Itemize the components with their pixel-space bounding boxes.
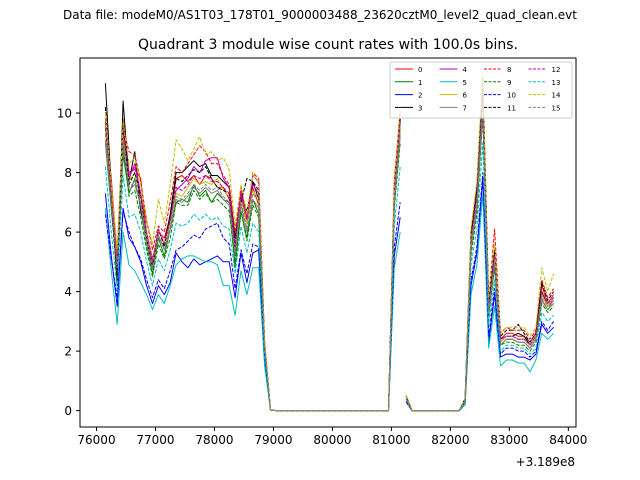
x-tick-label: 76000	[77, 433, 115, 447]
x-tick-label: 82000	[431, 433, 469, 447]
x-tick-label: 77000	[136, 433, 174, 447]
x-tick-label: 83000	[490, 433, 528, 447]
legend-label-1: 1	[418, 79, 422, 87]
figure-suptitle: Data file: modeM0/AS1T03_178T01_90000034…	[63, 8, 577, 22]
legend-label-6: 6	[463, 92, 468, 100]
y-tick-label: 0	[64, 404, 72, 418]
legend-label-13: 13	[552, 79, 561, 87]
axes-frame	[79, 57, 577, 428]
legend-label-8: 8	[507, 66, 511, 74]
x-axis: 76000 77000 78000 79000 80000 81000 82000 83000…	[77, 427, 587, 447]
x-tick-label: 81000	[372, 433, 410, 447]
legend-label-15: 15	[552, 104, 561, 112]
legend-label-5: 5	[463, 79, 467, 87]
legend-label-4: 4	[463, 66, 468, 74]
legend-label-7: 7	[463, 104, 467, 112]
legend-label-11: 11	[507, 104, 516, 112]
y-tick-label: 2	[64, 345, 72, 359]
y-tick-label: 4	[64, 285, 72, 299]
legend-box	[389, 61, 573, 119]
chart-title: Quadrant 3 module wise count rates with …	[138, 37, 518, 53]
series-layer	[104, 70, 555, 412]
y-tick-label: 8	[64, 166, 72, 180]
legend-label-12: 12	[552, 66, 561, 74]
x-tick-label: 78000	[195, 433, 233, 447]
x-axis-offset-label: +3.189e8	[516, 455, 575, 469]
legend-label-14: 14	[552, 92, 561, 100]
legend-label-2: 2	[418, 92, 422, 100]
y-tick-label: 10	[57, 107, 72, 121]
y-axis: 0 2 4 6 8 10	[57, 107, 80, 418]
x-tick-label: 84000	[549, 433, 587, 447]
y-tick-label: 6	[64, 226, 72, 240]
legend-label-10: 10	[507, 92, 516, 100]
legend-label-3: 3	[418, 104, 422, 112]
x-tick-label: 79000	[254, 433, 292, 447]
legend-label-0: 0	[418, 66, 422, 74]
x-tick-label: 80000	[313, 433, 351, 447]
legend-label-9: 9	[507, 79, 511, 87]
series-line-15	[104, 106, 555, 412]
